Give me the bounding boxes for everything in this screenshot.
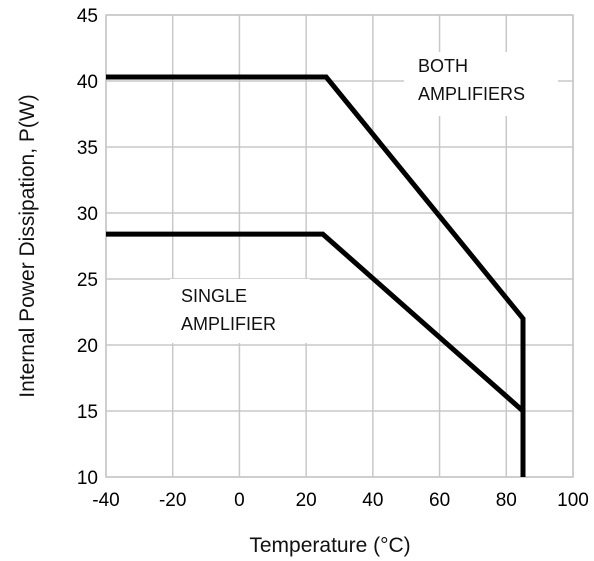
- annotation-background: [404, 52, 558, 116]
- y-tick-label: 40: [77, 72, 98, 93]
- series-annotation-text: SINGLE: [181, 286, 247, 306]
- x-tick-label: 0: [234, 490, 245, 511]
- x-tick-label: 100: [557, 490, 589, 511]
- x-tick-label: 80: [496, 490, 517, 511]
- annotation-background: [170, 279, 310, 343]
- x-axis-label: Temperature (°C): [249, 534, 410, 557]
- y-axis-label: Internal Power Dissipation, P(W): [16, 94, 39, 397]
- series-line-both-amplifiers: [106, 74, 526, 477]
- y-tick-label: 45: [77, 6, 98, 27]
- x-tick-label: 40: [362, 490, 383, 511]
- series-line-single-amplifier: [106, 231, 526, 477]
- series-annotation-text: BOTH: [418, 56, 468, 76]
- series-lines: [106, 74, 526, 477]
- series-annotation-text: AMPLIFIERS: [418, 84, 525, 104]
- x-tick-label: -40: [92, 490, 119, 511]
- y-tick-label: 15: [77, 402, 98, 423]
- x-tick-label: 60: [429, 490, 450, 511]
- annotations: BOTH AMPLIFIERS SINGLE AMPLIFIER: [170, 52, 558, 343]
- x-tick-label: -20: [159, 490, 186, 511]
- tick-labels: -40 -20 0 20 40 60 80 100 10 15 20 25 30 35 40 45: [77, 6, 589, 511]
- series-annotation-text: AMPLIFIER: [181, 314, 276, 334]
- x-tick-label: 20: [296, 490, 317, 511]
- y-tick-label: 30: [77, 204, 98, 225]
- y-tick-label: 10: [77, 468, 98, 489]
- y-tick-label: 25: [77, 270, 98, 291]
- y-tick-label: 20: [77, 336, 98, 357]
- y-tick-label: 35: [77, 138, 98, 159]
